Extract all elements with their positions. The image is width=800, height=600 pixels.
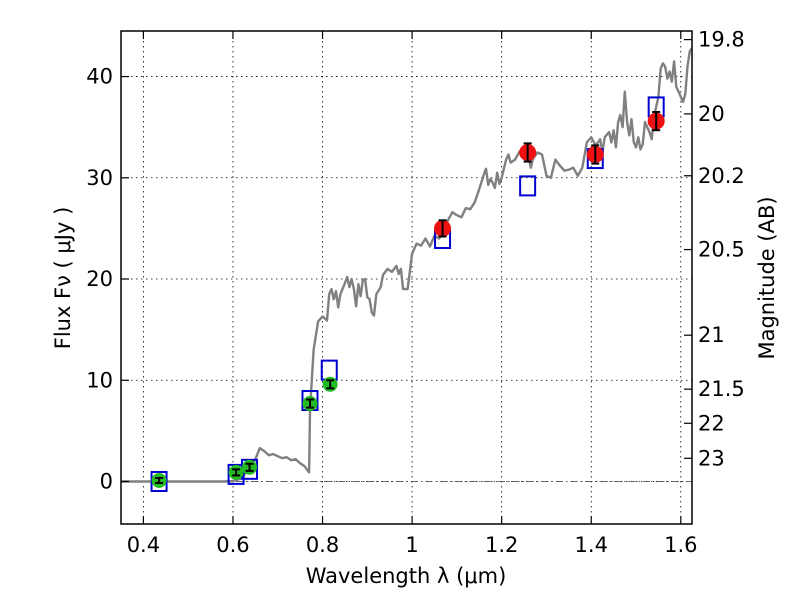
x-axis-label: Wavelength λ (μm)	[306, 564, 507, 588]
y2-tick-label: 21	[698, 323, 725, 347]
y2-tick-label: 22	[698, 411, 725, 435]
y2-tick-label: 20.5	[698, 238, 745, 262]
y2-tick-label: 20	[698, 102, 725, 126]
x-tick-label: 1.4	[575, 533, 608, 557]
y-tick-label: 30	[86, 166, 113, 190]
x-tick-label: 0.4	[127, 533, 160, 557]
y2-axis-ticks: 19.8 20 20.2 20.5 21 21.5 22 23	[684, 28, 745, 470]
nir-photometry-series	[434, 110, 665, 238]
x-tick-label: 1.2	[485, 533, 518, 557]
y2-axis-label: Magnitude (AB)	[755, 196, 779, 359]
y-tick-label: 0	[100, 469, 113, 493]
y2-tick-label: 21.5	[698, 377, 745, 401]
model-point	[320, 359, 338, 381]
grid-layer	[121, 31, 692, 524]
model-photometry-series	[150, 96, 665, 492]
plot-frame	[120, 30, 693, 525]
x-tick-label: 0.6	[216, 533, 249, 557]
y-axis-ticks: 0 10 20 30 40	[86, 65, 129, 493]
y2-tick-label: 19.8	[698, 28, 745, 52]
y2-tick-label: 20.2	[698, 164, 745, 188]
x-tick-label: 0.8	[306, 533, 339, 557]
y-axis-label: Flux Fν ( μJy )	[51, 207, 75, 350]
x-tick-label: 1.6	[664, 533, 697, 557]
x-tick-label: 1	[405, 533, 418, 557]
optical-photometry-series	[151, 376, 338, 488]
x-axis-ticks: 0.4 0.6 0.8 1 1.2 1.4 1.6	[127, 31, 698, 557]
y-tick-label: 40	[86, 65, 113, 89]
y2-tick-label: 23	[698, 446, 725, 470]
spectrum-line	[121, 47, 693, 483]
y-tick-label: 20	[86, 267, 113, 291]
model-point	[150, 470, 168, 492]
spectrum-series	[121, 47, 693, 483]
model-point	[519, 175, 537, 197]
y-tick-label: 10	[86, 368, 113, 392]
